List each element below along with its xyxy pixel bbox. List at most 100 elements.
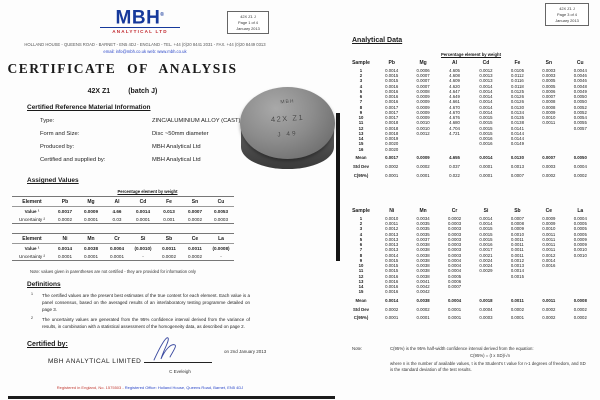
column-header: Si <box>130 233 156 244</box>
table-cell: 0.0050 <box>573 94 587 100</box>
table-cell: C(95%) <box>353 172 369 178</box>
table-cell: 0.0002 <box>416 163 430 169</box>
table-cell: 0.0020 <box>385 141 399 147</box>
table-row: 3 0.0012 0.0035 0.0003 0.0015 0.0009 0.0010 0.0… <box>346 226 596 231</box>
table-row: 8 0.0017 0.0009 4.670 0.0014 0.0130 0.0008 0.00… <box>346 105 596 110</box>
table-cell: 0.0011 <box>510 236 524 242</box>
column-header: Sample <box>352 60 370 66</box>
assigned-values-note: Note: values given in parentheses are no… <box>30 269 196 274</box>
column-header: Si <box>483 208 489 214</box>
table-cell: (0.0008) <box>212 245 230 251</box>
table-cell: 0.0014 <box>57 245 73 251</box>
signature-line <box>143 356 212 363</box>
table-cell: 0.0141 <box>510 125 524 131</box>
table-cell: 0.0016 <box>479 242 493 248</box>
table-cell: 3 <box>359 226 363 232</box>
table-cell: 0.0009 <box>416 94 430 100</box>
definition-text: The certified values are the present bes… <box>42 293 250 312</box>
table-cell: 0.037 <box>449 163 460 169</box>
table-cell: 0.0055 <box>573 120 587 126</box>
table-cell: 0.0017 <box>385 115 399 121</box>
table-row: 11 0.0018 0.0010 4.680 0.0015 0.0138 0.0011 0.0… <box>346 120 596 125</box>
table-cell: Value ¹ <box>24 208 40 214</box>
table-cell: 0.0004 <box>447 268 462 274</box>
table-cell: 0.0017 <box>57 208 73 214</box>
table-cell: 0.0013 <box>385 236 399 242</box>
column-header: Cd <box>482 60 490 66</box>
table-cell: 0.0003 <box>447 247 462 253</box>
table-cell: 0.0001 <box>416 172 430 178</box>
table-cell: 0.0038 <box>416 268 430 274</box>
table-cell: 0.0016 <box>479 141 493 147</box>
assigned-values-heading: Assigned Values <box>27 177 79 184</box>
table-cell: 0.0015 <box>385 73 399 79</box>
table-cell: 6 <box>359 242 363 248</box>
column-header: Element <box>12 233 52 244</box>
table-cell: 0.0017 <box>479 247 493 253</box>
assigned-values-table-2: Element Ni Mn Cr Si Sb Ce La Value ¹ 0.0014 0.0038… <box>12 233 234 261</box>
table-cell: 0.0004 <box>447 298 462 304</box>
table-cell: 0.0002 <box>161 253 177 259</box>
table-cell: 5 <box>359 88 363 94</box>
table-row: Std Dev 0.0002 0.0002 0.0001 0.0004 0.0002 0.0… <box>346 303 596 312</box>
table-cell: 0.0001 <box>510 315 524 321</box>
table-cell: 0.0016 <box>542 263 556 269</box>
table-cell: 0.0035 <box>416 221 430 227</box>
table-cell: 0.0008 <box>573 298 587 304</box>
table-cell: 0.0021 <box>479 252 493 258</box>
column-header: Fe <box>156 196 182 207</box>
table-cell: 0.0008 <box>542 99 556 105</box>
table-cell: 0.0011 <box>542 242 556 248</box>
table-cell: - <box>220 253 222 259</box>
table-cell: 0.0015 <box>479 130 493 136</box>
table-cell: 0.0005 <box>542 83 556 89</box>
table-cell: Mean <box>355 298 367 304</box>
signature-icon <box>153 337 176 361</box>
table-cell: 0.0018 <box>385 125 399 131</box>
table-cell: 0.0007 <box>542 155 556 161</box>
table-row: 4 0.0013 0.0035 0.0003 0.0015 0.0010 0.0011 0.0… <box>346 232 596 237</box>
scan-artifact-bottom-bar <box>8 396 335 399</box>
table-cell: 0.0008 <box>510 221 524 227</box>
column-header: Cd <box>130 196 156 207</box>
analytical-data-table-1: Sample Pb Mg Al Cd Fe Sn Cu 1 0.0014 0.0006 4.605 0.… <box>346 60 596 178</box>
footnote-number: 2 <box>31 316 33 320</box>
table-cell: 0.0006 <box>416 68 430 73</box>
table-cell: 0.0007 <box>416 73 430 79</box>
table-cell: 4.605 <box>449 68 460 73</box>
table-cell: 0.0012 <box>510 257 524 263</box>
table-cell: 0.0052 <box>573 109 587 115</box>
table-cell: 0.0008 <box>542 104 556 110</box>
table-cell: 0.0125 <box>510 88 524 94</box>
table-cell: 0.001 <box>163 216 175 222</box>
column-header: Sb <box>514 208 521 214</box>
table-cell: 0.0014 <box>385 252 399 258</box>
table-cell: 0.0002 <box>542 315 556 321</box>
analytical-data-table-2: Sample Ni Mn Cr Si Sb Ce La 1 0.0010 0.0034 0.0002 0… <box>346 208 596 321</box>
table-row: Std Dev 0.0002 0.0002 0.037 0.0001 0.0013 0.00… <box>346 160 596 169</box>
table-cell: 4 <box>359 231 363 237</box>
sample-disc-photo: MBH 42X Z1 J 49 <box>240 87 335 175</box>
ref-date: January 2013 <box>236 25 260 31</box>
table-cell: 0.0013 <box>479 78 493 84</box>
ref-page: Page 3 of 4 <box>557 11 577 17</box>
table-cell: 2 <box>359 221 363 227</box>
table-cell: 12 <box>358 125 364 131</box>
table-cell: 4.680 <box>449 120 460 126</box>
table-cell: 0.0038 <box>416 273 430 279</box>
table-row: Mean 0.0017 0.0009 4.655 0.0014 0.0130 0.0007 0… <box>346 152 596 161</box>
table-cell: 0.0014 <box>479 216 493 221</box>
table-cell: 0.0004 <box>447 257 462 263</box>
certifying-company: MBH ANALYTICAL LIMITED <box>48 356 212 365</box>
table-cell: 0.013 <box>163 208 175 214</box>
table-cell: 4.661 <box>449 99 460 105</box>
table-cell: 0.0011 <box>542 120 556 126</box>
table-header-row: Element Pb Mg Al Cd Fe Sn Cu <box>12 196 234 207</box>
table-cell: 0.0042 <box>416 289 430 295</box>
table-cell: 11 <box>358 268 364 274</box>
table-cell: 2 <box>359 73 363 79</box>
table-cell: 0.0035 <box>416 226 430 232</box>
table-cell: 4.655 <box>449 155 460 161</box>
table-cell: 0.0002 <box>447 216 462 221</box>
column-header: Sample <box>352 208 370 214</box>
